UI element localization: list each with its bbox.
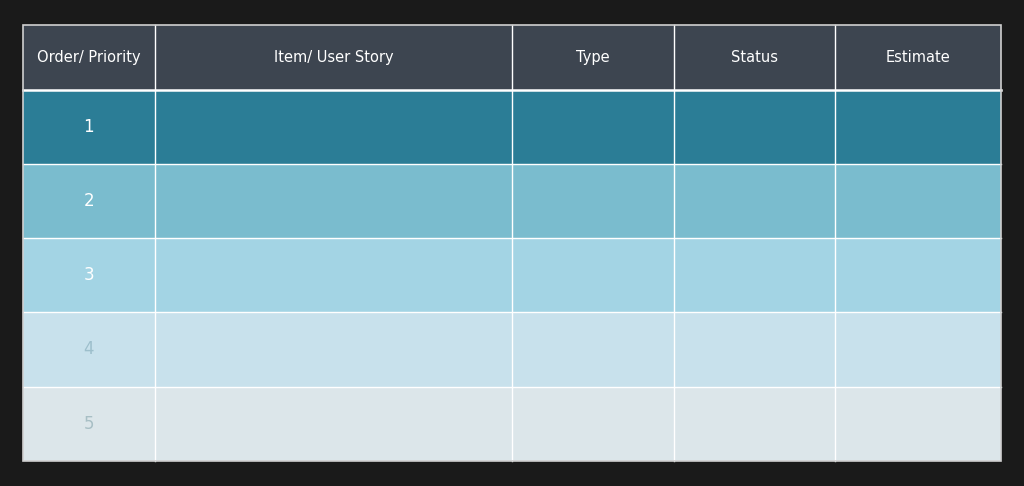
Bar <box>674 238 835 312</box>
Bar <box>23 90 155 164</box>
Bar <box>23 312 155 386</box>
Text: Type: Type <box>575 50 609 65</box>
Bar <box>512 238 674 312</box>
Bar <box>155 90 512 164</box>
Bar <box>512 386 674 461</box>
Bar <box>835 90 1001 164</box>
Bar <box>674 90 835 164</box>
Bar <box>23 25 155 90</box>
Bar <box>835 312 1001 386</box>
Bar <box>23 25 1001 461</box>
Bar <box>23 164 155 238</box>
Bar <box>835 238 1001 312</box>
Bar <box>835 386 1001 461</box>
Bar <box>512 90 674 164</box>
Bar <box>674 164 835 238</box>
Text: Estimate: Estimate <box>886 50 950 65</box>
Text: 4: 4 <box>83 340 94 359</box>
Bar <box>155 386 512 461</box>
Bar <box>155 238 512 312</box>
Text: 3: 3 <box>83 266 94 284</box>
Text: 2: 2 <box>83 192 94 210</box>
Bar <box>155 312 512 386</box>
Bar <box>674 386 835 461</box>
Bar <box>512 312 674 386</box>
Bar <box>674 25 835 90</box>
Text: 5: 5 <box>83 415 94 433</box>
Text: Status: Status <box>731 50 778 65</box>
Bar <box>23 25 1001 461</box>
Text: Order/ Priority: Order/ Priority <box>37 50 140 65</box>
Bar <box>155 164 512 238</box>
Bar <box>835 164 1001 238</box>
Bar <box>23 238 155 312</box>
Bar <box>23 386 155 461</box>
Text: 1: 1 <box>83 118 94 136</box>
Bar <box>674 312 835 386</box>
Bar <box>512 25 674 90</box>
Bar <box>155 25 512 90</box>
Bar <box>835 25 1001 90</box>
Text: Item/ User Story: Item/ User Story <box>273 50 393 65</box>
Bar <box>512 164 674 238</box>
